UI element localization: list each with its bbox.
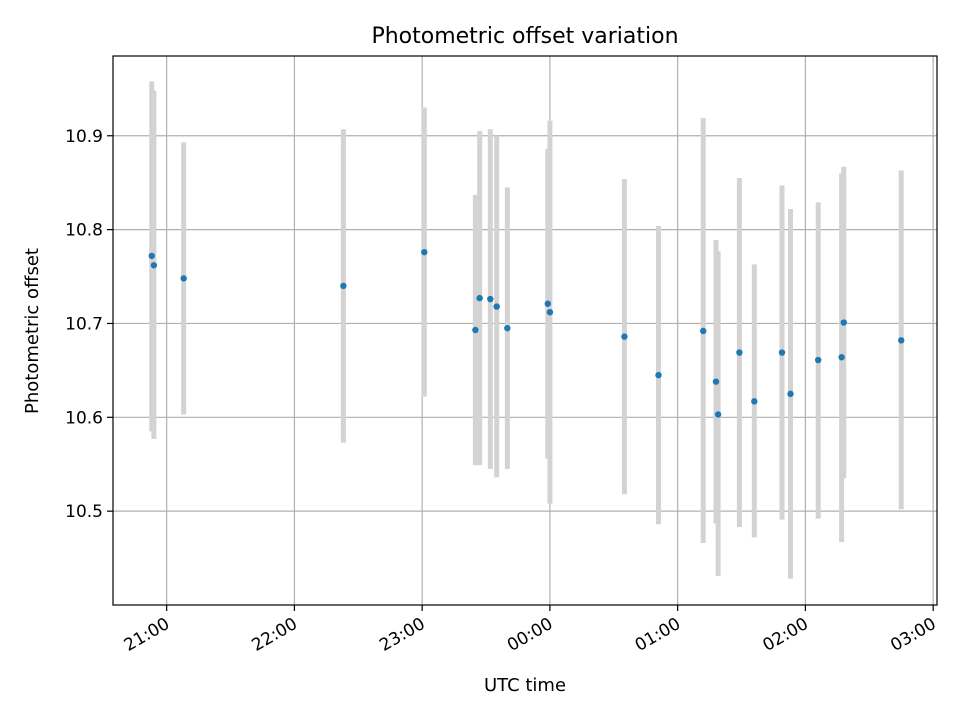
data-point-10 [544, 300, 551, 307]
data-point-8 [493, 303, 500, 310]
data-point-12 [621, 333, 628, 340]
data-point-5 [472, 326, 479, 334]
y-tick-label-1: 10.6 [65, 408, 103, 428]
data-point-6 [476, 294, 483, 302]
y-tick-label-2: 10.7 [65, 314, 103, 334]
chart-title: Photometric offset variation [371, 24, 678, 49]
data-point-18 [751, 398, 758, 405]
data-points [148, 248, 905, 418]
data-point-15 [712, 378, 720, 385]
data-point-3 [340, 282, 347, 290]
x-axis-label: UTC time [484, 675, 566, 696]
data-point-24 [898, 337, 905, 344]
data-point-9 [504, 324, 511, 332]
y-axis-label: Photometric offset [22, 248, 43, 414]
data-point-7 [487, 295, 494, 303]
data-point-13 [655, 371, 662, 379]
data-point-1 [150, 262, 158, 269]
data-point-23 [840, 319, 847, 326]
y-axis-ticks: 10.5 10.6 10.7 10.8 10.9 [65, 127, 113, 522]
data-point-14 [700, 327, 707, 335]
data-point-22 [838, 354, 845, 361]
data-point-11 [546, 309, 554, 316]
y-tick-label-0: 10.5 [65, 502, 103, 522]
data-point-17 [736, 349, 743, 356]
plot-area [112, 55, 938, 606]
y-tick-label-3: 10.8 [65, 221, 103, 241]
data-point-2 [180, 275, 187, 282]
plot-frame [112, 55, 938, 606]
data-point-4 [421, 248, 428, 256]
y-tick-label-4: 10.9 [65, 127, 103, 147]
data-point-19 [778, 349, 786, 356]
data-point-16 [714, 411, 722, 418]
data-point-21 [814, 356, 822, 364]
data-point-0 [148, 252, 155, 260]
data-point-20 [787, 390, 794, 398]
